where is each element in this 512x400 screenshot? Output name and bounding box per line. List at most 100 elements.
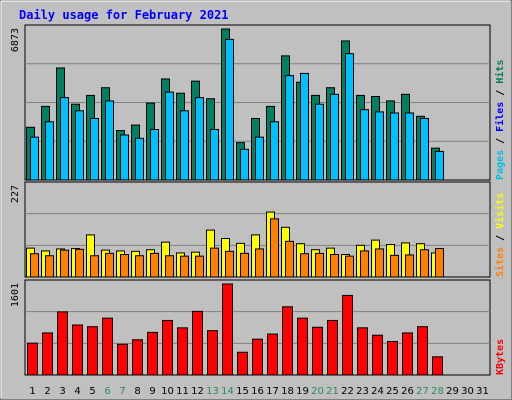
bar-sites [75, 248, 84, 278]
bar-kbytes [387, 340, 398, 376]
x-tick-label: 17 [266, 386, 279, 397]
bar-files [360, 109, 369, 181]
x-tick-label: 25 [386, 386, 399, 397]
bar-sites [285, 240, 294, 278]
x-tick-label: 22 [341, 386, 354, 397]
bar-files [285, 75, 294, 181]
bar-kbytes [222, 283, 233, 376]
bar-files [120, 134, 129, 181]
bar-files [240, 148, 249, 181]
bar-kbytes [372, 334, 383, 376]
bar-files [375, 111, 384, 181]
bar-kbytes [267, 333, 278, 376]
legend-entry: / [495, 84, 506, 102]
bar-sites [225, 250, 234, 278]
bar-sites [390, 254, 399, 278]
bar-kbytes [162, 319, 173, 376]
bar-files [270, 121, 279, 181]
x-tick-label: 20 [311, 386, 324, 397]
x-tick-label: 5 [89, 386, 95, 397]
bar-sites [405, 254, 414, 278]
bar-files [330, 93, 339, 181]
bar-sites [105, 252, 114, 278]
x-tick-label: 18 [281, 386, 294, 397]
bar-sites [90, 255, 99, 278]
bar-sites [210, 247, 219, 278]
kbytes-panel: 1601 KBytes [10, 279, 506, 376]
legend: Sites / Visits [494, 193, 506, 277]
x-tick-label: 24 [371, 386, 384, 397]
bar-files [195, 97, 204, 181]
bar-files [225, 38, 234, 181]
bar-kbytes [192, 310, 203, 376]
bar-files [105, 100, 114, 181]
legend-entry: Hits [494, 60, 506, 84]
bar-sites [375, 248, 384, 278]
bar-sites [150, 252, 159, 278]
x-tick-label: 9 [149, 386, 155, 397]
x-tick-label: 23 [356, 386, 369, 397]
bar-files [390, 112, 399, 181]
bar-sites [240, 252, 249, 278]
bar-sites [60, 249, 69, 278]
bar-kbytes [147, 331, 158, 376]
bar-files [60, 97, 69, 181]
bar-sites [345, 255, 354, 278]
x-tick-label: 19 [296, 386, 309, 397]
bar-sites [270, 218, 279, 278]
bar-files [90, 117, 99, 181]
x-tick-label: 30 [461, 386, 474, 397]
bar-kbytes [237, 351, 248, 376]
bar-sites [300, 253, 309, 278]
bar-kbytes [357, 327, 368, 376]
legend-entry: Pages [495, 150, 506, 180]
bar-sites [255, 248, 264, 278]
bar-files [45, 121, 54, 181]
bar-sites [165, 255, 174, 278]
bar-sites [360, 250, 369, 278]
bar-sites [180, 255, 189, 278]
bar-sites [330, 254, 339, 278]
x-tick-label: 14 [221, 386, 234, 397]
bar-kbytes [252, 338, 263, 376]
x-tick-label: 15 [236, 386, 249, 397]
bar-sites [30, 253, 39, 278]
bar-sites [120, 254, 129, 278]
bar-kbytes [87, 326, 98, 376]
x-tick-label: 21 [326, 386, 339, 397]
visits-panel: 227 Sites / Visits [10, 181, 506, 278]
bar-files [150, 128, 159, 181]
bar-files [315, 103, 324, 181]
x-tick-label: 4 [74, 386, 80, 397]
x-tick-label: 26 [401, 386, 414, 397]
x-tick-label: 27 [416, 386, 429, 397]
legend-entry: / [495, 132, 506, 150]
x-tick-label: 16 [251, 386, 264, 397]
bar-files [420, 117, 429, 181]
x-tick-label: 2 [44, 386, 50, 397]
chart-title: Daily usage for February 2021 [19, 8, 229, 22]
hits-panel: 6873 Pages / Files / Hits [10, 24, 506, 181]
bar-files [435, 150, 444, 181]
bar-sites [435, 248, 444, 278]
legend-entry: Visits [494, 193, 506, 229]
legend: KBytes [495, 339, 506, 375]
bar-files [300, 72, 309, 181]
bar-files [30, 136, 39, 181]
bar-kbytes [312, 326, 323, 376]
bar-kbytes [57, 311, 68, 376]
bar-sites [135, 255, 144, 278]
x-axis: 1 2 3 4 5 6 7 8 9 10 11 12 13 14 15 16 17 18 19 20 21 22 23 24 2… [29, 386, 489, 397]
bar-kbytes [72, 324, 83, 376]
x-tick-label: 29 [446, 386, 459, 397]
bar-sites [45, 255, 54, 278]
x-tick-label: 13 [206, 386, 219, 397]
bar-kbytes [402, 332, 413, 376]
bar-sites [420, 249, 429, 278]
bar-kbytes [117, 343, 128, 376]
x-tick-label: 10 [161, 386, 174, 397]
bar-kbytes [132, 339, 143, 376]
bar-kbytes [42, 332, 53, 376]
bar-kbytes [177, 327, 188, 376]
